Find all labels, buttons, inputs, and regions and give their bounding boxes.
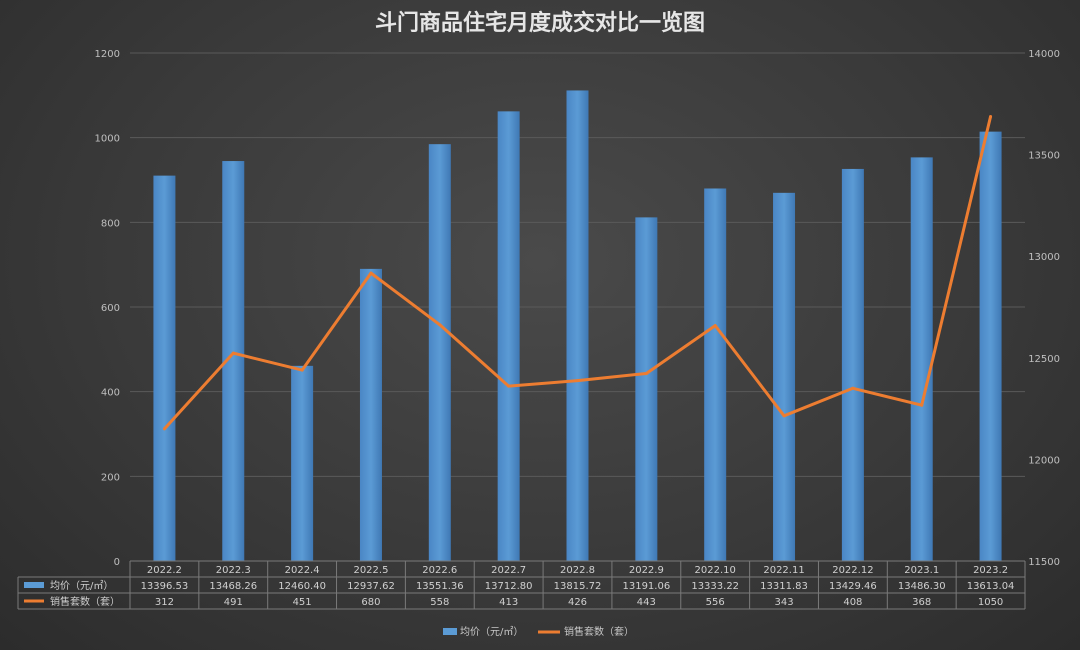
right-tick-label: 13500: [1028, 151, 1060, 162]
bar-value-cell: 13551.36: [416, 581, 464, 592]
line-value-cell: 443: [637, 597, 656, 608]
line-point: [162, 427, 166, 431]
category-label: 2022.11: [763, 565, 804, 576]
bar-value-cell: 13613.04: [967, 581, 1015, 592]
table-bar-key: [24, 582, 44, 588]
category-label: 2022.12: [832, 565, 873, 576]
bar: [635, 217, 658, 562]
bar-series: [153, 90, 1002, 562]
line-point: [644, 371, 648, 375]
line-value-cell: 312: [155, 597, 174, 608]
bar-value-cell: 13429.46: [829, 581, 877, 592]
left-axis: 0 200 400 600 800 1000 1200: [95, 49, 120, 568]
left-tick-label: 800: [101, 218, 120, 229]
bar: [841, 168, 864, 562]
line-value-cell: 1050: [978, 597, 1003, 608]
category-label: 2022.10: [695, 565, 736, 576]
line-series: [162, 115, 993, 431]
category-label: 2022.8: [560, 565, 595, 576]
bar-value-cell: 13333.22: [691, 581, 739, 592]
line-point: [438, 323, 442, 327]
line-point: [369, 271, 373, 275]
bar-value-cell: 13468.26: [209, 581, 257, 592]
line-point: [782, 414, 786, 418]
bar: [910, 157, 933, 561]
category-label: 2023.2: [973, 565, 1008, 576]
right-axis: 11500 12000 12500 13000 13500 14000: [1028, 49, 1060, 568]
right-tick-label: 13000: [1028, 252, 1060, 263]
bar: [428, 144, 451, 562]
right-tick-label: 14000: [1028, 49, 1060, 60]
table-row-header: 均价（元/㎡）: [50, 580, 113, 592]
bar-value-cell: 13396.53: [141, 581, 189, 592]
bar: [291, 365, 314, 561]
bar: [773, 192, 796, 561]
line-point: [920, 403, 924, 407]
bar-value-cell: 12460.40: [278, 581, 326, 592]
line-value-cell: 413: [499, 597, 518, 608]
data-table: 2022.2 13396.53 312 2022.3 13468.26 491 2022.4…: [17, 560, 1026, 610]
line-point: [989, 115, 993, 118]
legend-bar-swatch: [443, 628, 457, 635]
category-label: 2023.1: [904, 565, 939, 576]
category-label: 2022.5: [353, 565, 388, 576]
bar-value-cell: 13815.72: [554, 581, 602, 592]
bar: [497, 111, 520, 561]
left-tick-label: 600: [101, 303, 120, 314]
bar: [704, 188, 727, 562]
bar-value-cell: 13191.06: [622, 581, 670, 592]
left-tick-label: 1000: [95, 134, 120, 145]
legend-line-label: 销售套数（套）: [564, 625, 634, 638]
line-point: [851, 386, 855, 390]
line-value-cell: 558: [430, 597, 449, 608]
bar-value-cell: 13311.83: [760, 581, 808, 592]
bar: [153, 175, 176, 561]
bar: [979, 131, 1002, 562]
line-value-cell: 368: [912, 597, 931, 608]
line-point: [507, 384, 511, 388]
bar: [222, 161, 245, 561]
line-value-cell: 426: [568, 597, 587, 608]
line-value-cell: 556: [706, 597, 725, 608]
left-tick-label: 0: [114, 557, 120, 568]
left-tick-label: 400: [101, 388, 120, 399]
line-value-cell: 343: [774, 597, 793, 608]
line-point: [300, 368, 304, 372]
right-tick-label: 12000: [1028, 455, 1060, 466]
bar: [359, 268, 382, 561]
category-label: 2022.2: [147, 565, 182, 576]
bar-value-cell: 12937.62: [347, 581, 395, 592]
right-tick-label: 11500: [1028, 557, 1060, 568]
line-value-cell: 680: [361, 597, 380, 608]
table-row-header: 销售套数（套）: [50, 595, 120, 608]
line-value-cell: 451: [293, 597, 312, 608]
left-tick-label: 1200: [95, 49, 120, 60]
line-value-cell: 408: [843, 597, 862, 608]
line-point: [713, 324, 717, 328]
right-tick-label: 12500: [1028, 354, 1060, 365]
line-value-cell: 491: [224, 597, 243, 608]
category-label: 2022.6: [422, 565, 457, 576]
line-point: [576, 379, 579, 383]
line-point: [231, 351, 235, 355]
left-tick-label: 200: [101, 472, 120, 483]
legend-bar-label: 均价（元/㎡）: [460, 626, 523, 638]
chart-title: 斗门商品住宅月度成交对比一览图: [375, 10, 705, 36]
bar-value-cell: 13486.30: [898, 581, 946, 592]
legend: 均价（元/㎡） 销售套数（套）: [443, 625, 634, 638]
category-label: 2022.4: [285, 565, 320, 576]
bar-value-cell: 13712.80: [485, 581, 533, 592]
category-label: 2022.3: [216, 565, 251, 576]
bar: [566, 90, 589, 562]
category-label: 2022.9: [629, 565, 664, 576]
category-label: 2022.7: [491, 565, 526, 576]
